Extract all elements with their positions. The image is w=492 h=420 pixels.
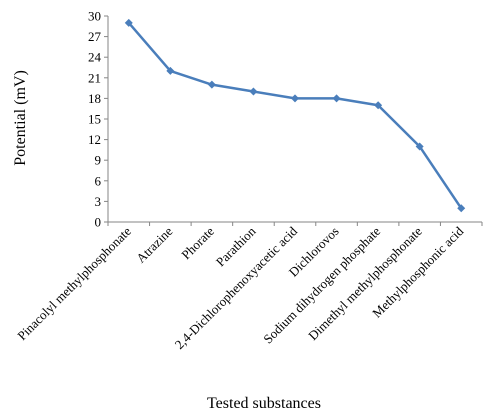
data-point	[207, 80, 216, 89]
y-tick-label: 3	[95, 194, 102, 209]
data-point	[415, 142, 424, 151]
y-axis-title: Potential (mV)	[12, 70, 29, 166]
y-tick-label: 6	[95, 173, 102, 188]
y-tick-label: 18	[88, 91, 101, 106]
data-point	[457, 204, 466, 213]
y-tick-label: 27	[88, 29, 102, 44]
data-point	[332, 94, 341, 103]
data-point	[249, 87, 258, 96]
y-tick-label: 0	[95, 215, 102, 230]
data-point	[166, 66, 175, 75]
data-point	[291, 94, 299, 103]
y-tick-label: 24	[88, 50, 102, 65]
y-tick-label: 21	[88, 70, 101, 85]
plot-area: 0 3 6 9 12 15 18 21 24 27 30 Pinacolyl methylphosph…	[14, 9, 483, 352]
x-tick-label: Phorate	[178, 223, 217, 262]
series-line	[127, 22, 463, 209]
x-tick-label: Atrazine	[133, 223, 175, 265]
y-tick-label: 30	[88, 9, 101, 24]
x-axis-title: Tested substances	[207, 395, 321, 412]
y-tick-label: 15	[88, 112, 101, 127]
data-point	[374, 101, 383, 110]
y-tick-label: 9	[95, 153, 102, 168]
data-point	[124, 18, 133, 27]
x-tick-label: Pinacolyl methylphosphonate	[14, 223, 134, 343]
y-tick-label: 12	[88, 132, 101, 147]
